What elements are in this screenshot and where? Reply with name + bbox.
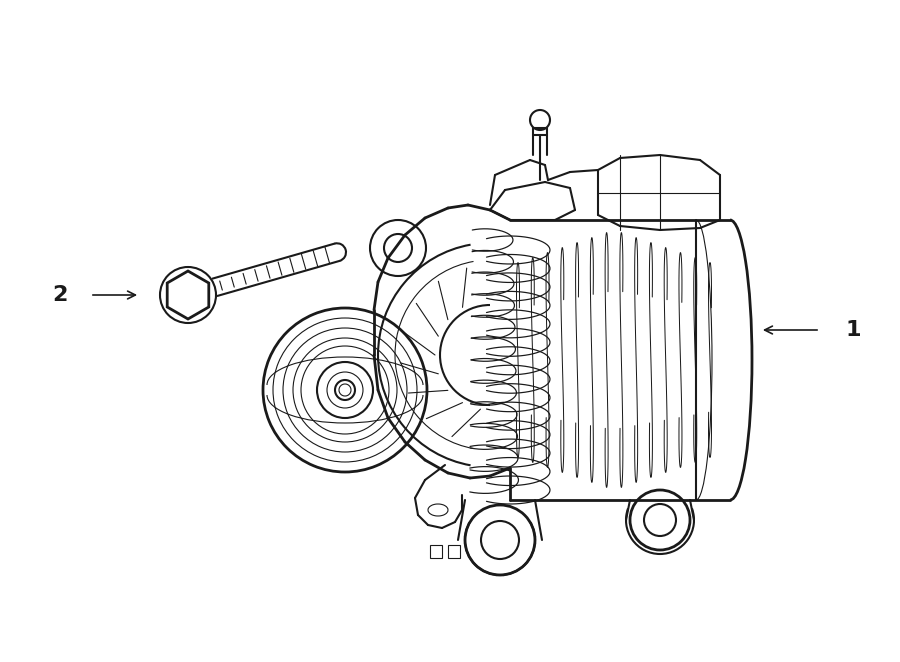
Text: 1: 1	[845, 320, 860, 340]
Text: 2: 2	[52, 285, 68, 305]
